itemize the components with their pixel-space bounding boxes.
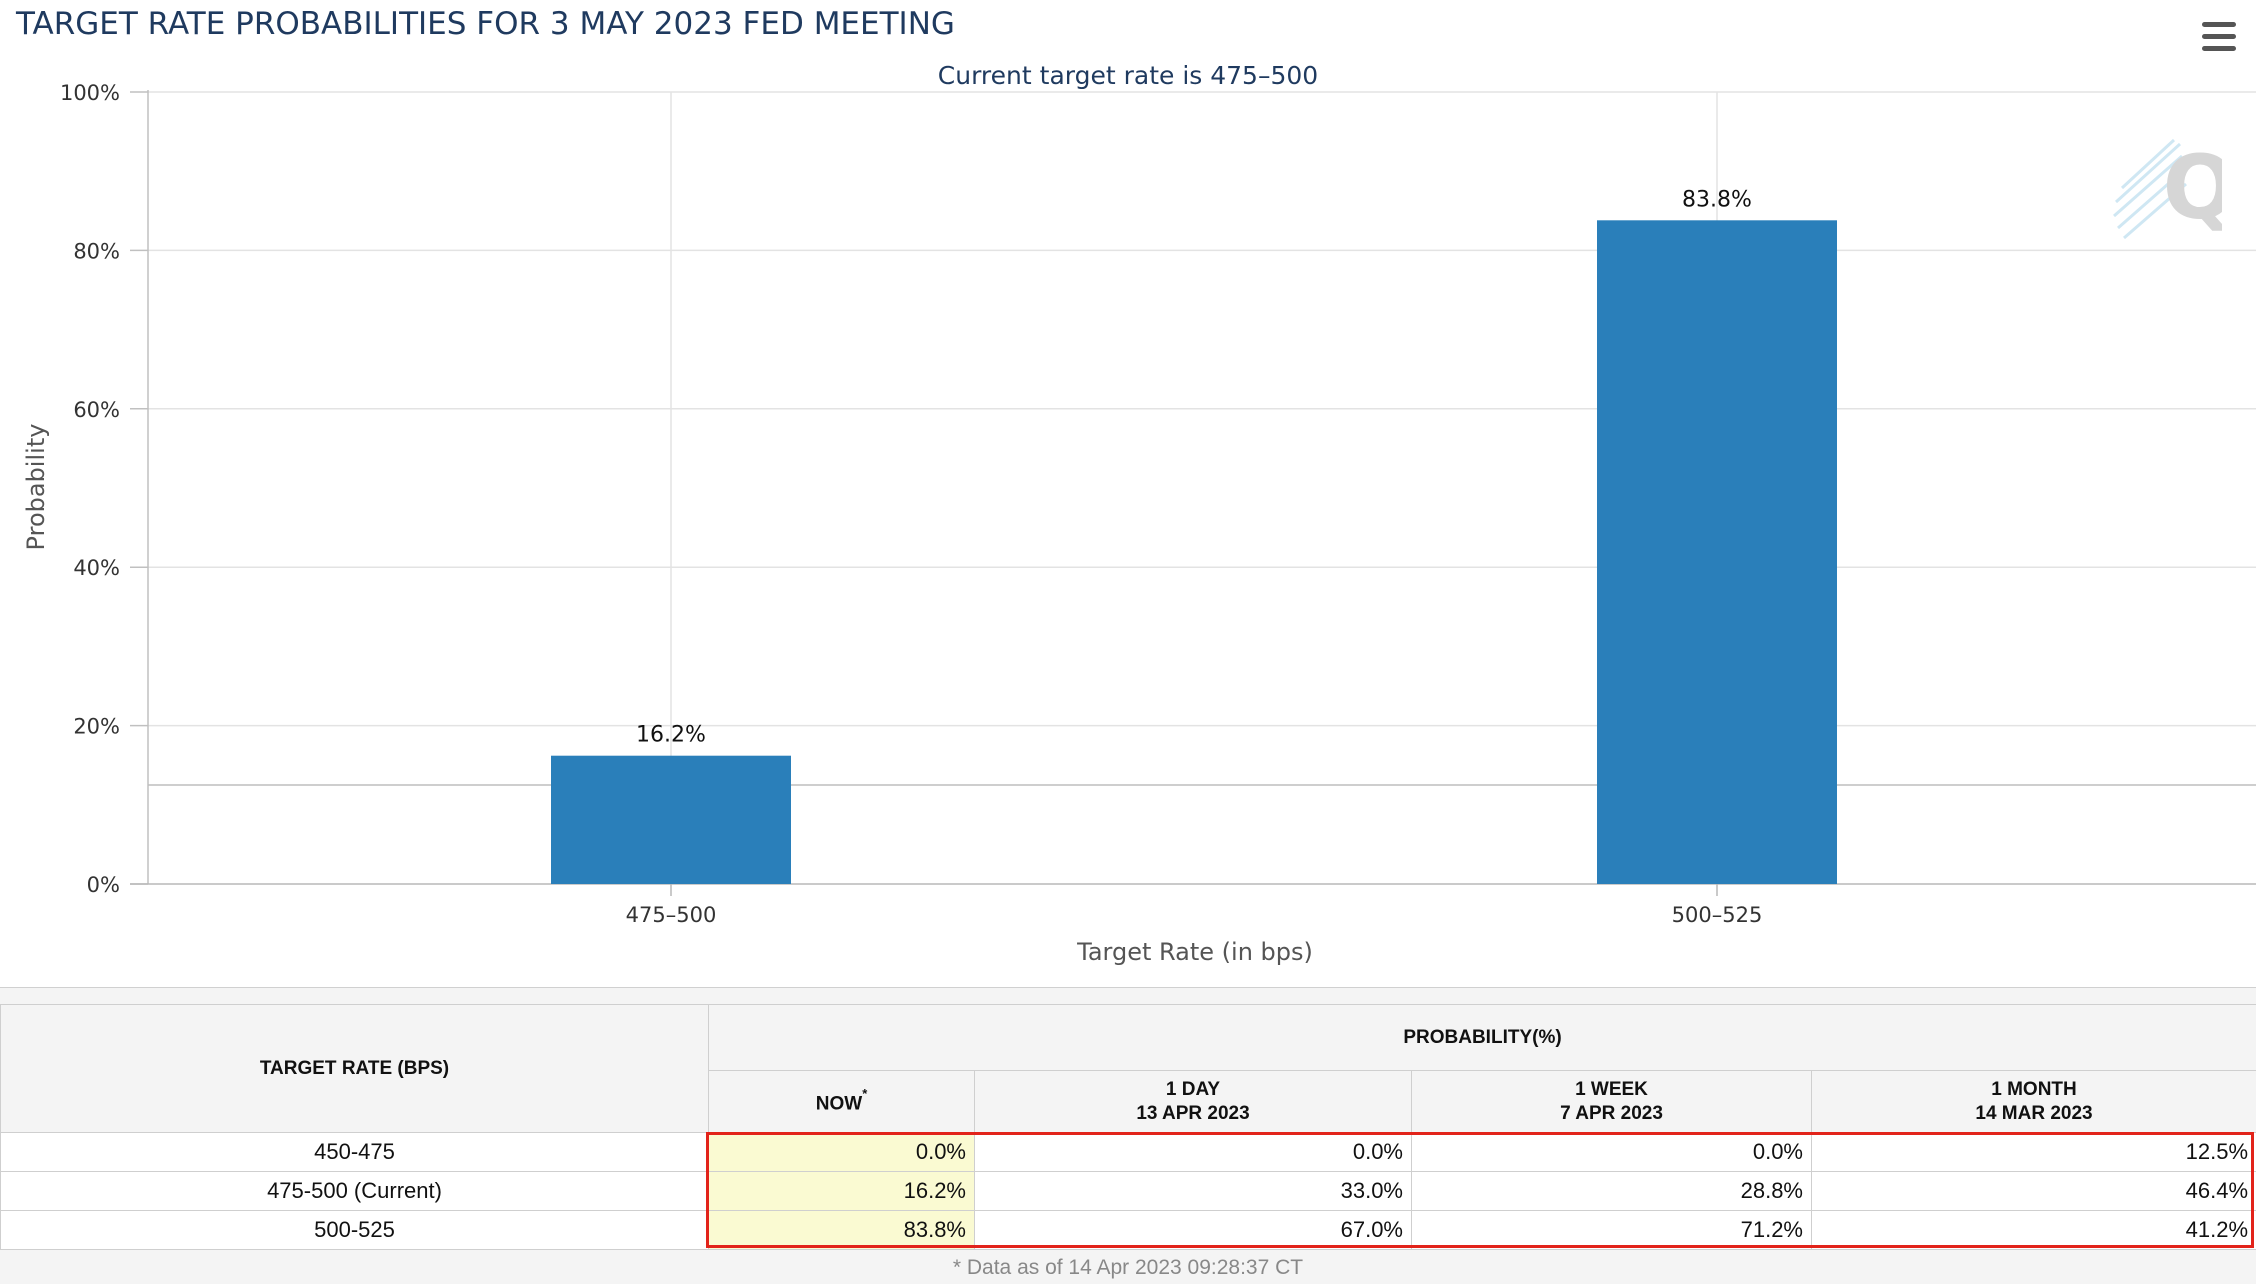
q-logo-icon: Q <box>2113 136 2222 240</box>
column-header-date: 7 APR 2023 <box>1560 1102 1663 1124</box>
table-row: 500-525 83.8% 67.0% 71.2% 41.2% <box>0 1210 2256 1250</box>
table-row: 450-475 0.0% 0.0% 0.0% 12.5% <box>0 1132 2256 1172</box>
value-cell-1-week: 0.0% <box>1411 1132 1812 1172</box>
value-cell-1-day: 67.0% <box>974 1210 1412 1250</box>
probability-header: PROBABILITY(%) <box>707 1004 2256 1071</box>
value-cell-1-month: 46.4% <box>1810 1171 2256 1211</box>
bar[interactable] <box>551 755 791 884</box>
value-cell-now: 83.8% <box>708 1210 975 1250</box>
bar-data-label: 16.2% <box>636 723 706 748</box>
y-tick-label: 100% <box>60 81 120 105</box>
bar-data-label: 83.8% <box>1682 187 1752 212</box>
page-title: TARGET RATE PROBABILITIES FOR 3 MAY 2023… <box>16 6 955 42</box>
x-axis-title: Target Rate (in bps) <box>1076 938 1313 966</box>
y-tick-label: 0% <box>87 873 120 897</box>
value-cell-1-week: 28.8% <box>1411 1171 1812 1211</box>
x-tick-label: 500–525 <box>1672 903 1763 927</box>
y-axis-title: Probability <box>22 424 50 551</box>
hamburger-menu-icon[interactable] <box>2202 22 2236 52</box>
column-header-1-month: 1 MONTH 14 MAR 2023 <box>1810 1070 2256 1133</box>
column-header-date: 13 APR 2023 <box>1136 1102 1250 1124</box>
value-cell-now: 16.2% <box>708 1171 975 1211</box>
value-cell-1-month: 12.5% <box>1810 1132 2256 1172</box>
value-cell-1-day: 33.0% <box>974 1171 1412 1211</box>
value-cell-1-week: 71.2% <box>1411 1210 1812 1250</box>
footnote-marker: * <box>862 1086 868 1102</box>
bar-chart: 0% 20% 40% 60% 80% 100% 16.2% 475–500 83.8% 500–… <box>0 61 2256 988</box>
column-header-label: 1 MONTH <box>1991 1078 2077 1100</box>
value-cell-now: 0.0% <box>708 1132 975 1172</box>
y-tick-label: 40% <box>73 556 120 580</box>
probability-table: TARGET RATE (BPS) PROBABILITY(%) NOW* 1 … <box>0 1004 2256 1250</box>
bar[interactable] <box>1597 220 1837 884</box>
chart-subtitle: Current target rate is 475–500 <box>938 61 1318 90</box>
target-rate-header: TARGET RATE (BPS) <box>0 1004 709 1133</box>
rate-cell: 450-475 <box>0 1132 709 1172</box>
column-header-label: 1 DAY <box>1165 1078 1221 1100</box>
table-row: 475-500 (Current) 16.2% 33.0% 28.8% 46.4… <box>0 1171 2256 1211</box>
column-header-date: 14 MAR 2023 <box>1975 1102 2093 1124</box>
y-tick-label: 80% <box>73 239 120 263</box>
column-header-1-week: 1 WEEK 7 APR 2023 <box>1411 1070 1812 1133</box>
column-header-label: NOW <box>815 1093 863 1115</box>
svg-text:Q: Q <box>2163 136 2222 239</box>
y-tick-label: 60% <box>73 398 120 422</box>
rate-cell: 500-525 <box>0 1210 709 1250</box>
rate-cell: 475-500 (Current) <box>0 1171 709 1211</box>
x-tick-label: 475–500 <box>626 903 717 927</box>
column-header-1-day: 1 DAY 13 APR 2023 <box>974 1070 1412 1133</box>
footnote: * Data as of 14 Apr 2023 09:28:37 CT <box>952 1256 1304 1279</box>
value-cell-1-day: 0.0% <box>974 1132 1412 1172</box>
probability-table-area: TARGET RATE (BPS) PROBABILITY(%) NOW* 1 … <box>0 988 2256 1284</box>
y-tick-label: 20% <box>73 715 120 739</box>
value-cell-1-month: 41.2% <box>1810 1210 2256 1250</box>
column-header-now: NOW* <box>708 1070 975 1133</box>
column-header-label: 1 WEEK <box>1575 1078 1648 1100</box>
